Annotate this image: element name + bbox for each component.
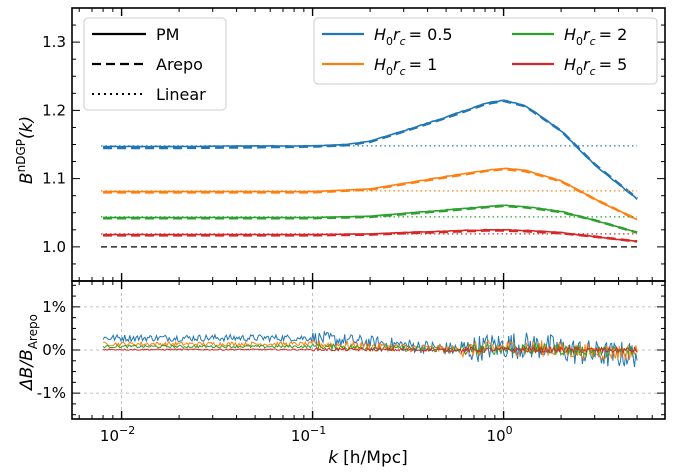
bottom-panel-frame xyxy=(71,280,666,420)
bottom-ytick-label-1: 0% xyxy=(42,341,66,359)
residual-line-3 xyxy=(102,345,638,355)
top-panel-series xyxy=(100,99,638,248)
legend-arepo-label: Arepo xyxy=(156,55,203,74)
legend-h2-label: H0rc = 2 xyxy=(564,25,627,48)
arepo-line-2 xyxy=(103,204,638,234)
pm-line-1 xyxy=(103,167,638,221)
xlabel: k [h/Mpc] xyxy=(328,448,407,468)
pm-line-0 xyxy=(103,99,638,200)
legend-h05-label: H0rc = 0.5 xyxy=(374,25,453,48)
bottom-panel-series xyxy=(102,330,638,368)
top-ytick-label-2: 1.2 xyxy=(42,101,66,119)
xtick-label-0: 10−2 xyxy=(100,424,135,445)
top-ylabel: BnDGP(k) xyxy=(14,116,37,184)
xtick-label-1: 10−1 xyxy=(291,424,326,445)
residual-line-0 xyxy=(102,330,638,368)
legend-linear-label: Linear xyxy=(156,85,206,104)
top-ytick-label-0: 1.0 xyxy=(42,238,66,256)
top-ytick-label-1: 1.1 xyxy=(42,170,66,188)
legend-pm-label: PM xyxy=(156,25,179,44)
bottom-ytick-label-2: 1% xyxy=(42,298,66,316)
bottom-ylabel: ΔB/BArepo xyxy=(17,314,40,392)
legend-models: H0rc = 0.5 H0rc = 2 H0rc = 1 H0rc = 5 xyxy=(313,17,658,85)
pm-line-3 xyxy=(103,228,638,243)
legend-h1-label: H0rc = 1 xyxy=(374,55,437,78)
legend-styles: PM Arepo Linear xyxy=(83,17,227,111)
legend-h5-label: H0rc = 5 xyxy=(564,55,627,78)
top-ytick-label-3: 1.3 xyxy=(42,33,66,51)
bottom-ytick-label-0: -1% xyxy=(37,384,66,402)
xtick-label-2: 100 xyxy=(487,424,513,445)
arepo-line-0 xyxy=(103,99,638,200)
pm-line-2 xyxy=(103,204,638,234)
